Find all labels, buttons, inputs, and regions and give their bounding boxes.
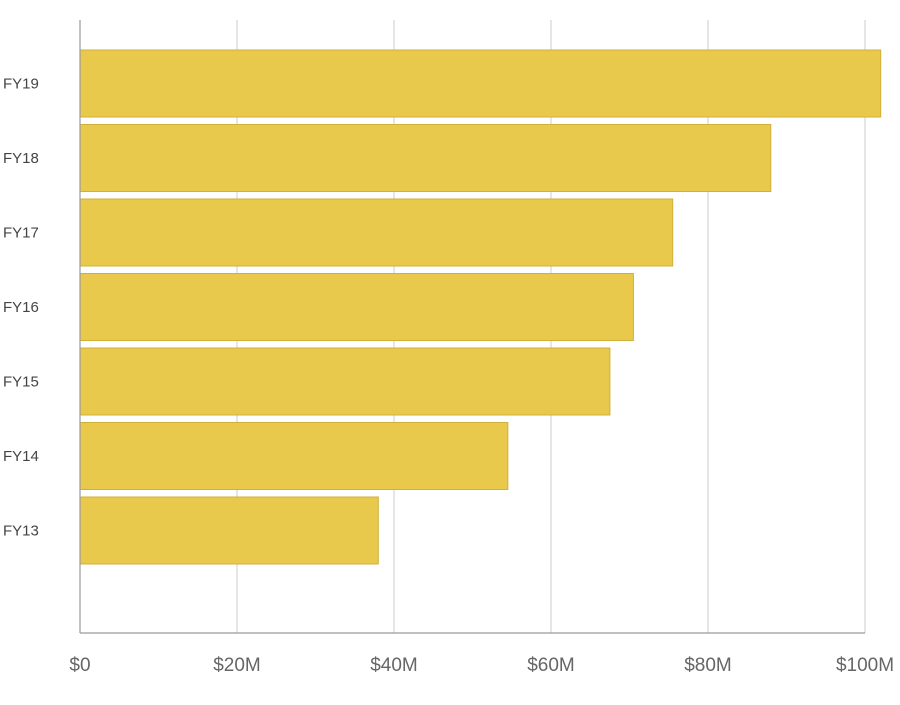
category-label-fy14: FY14 bbox=[3, 448, 39, 465]
bar-fy19 bbox=[79, 49, 882, 118]
labels: FY19 FY18 FY17 FY16 FY15 FY14 FY13 $0 $20M $40M $6… bbox=[3, 76, 894, 677]
category-label-fy15: FY15 bbox=[3, 374, 39, 391]
category-label-fy18: FY18 bbox=[3, 150, 39, 167]
x-tick-label-40: $40M bbox=[370, 655, 418, 676]
bar-fy16 bbox=[79, 273, 634, 341]
bar-fy15 bbox=[79, 347, 611, 416]
axes bbox=[79, 20, 865, 634]
bar-fy17 bbox=[79, 198, 674, 267]
category-label-fy17: FY17 bbox=[3, 225, 39, 242]
category-label-fy16: FY16 bbox=[3, 299, 39, 316]
x-tick-label-100: $100M bbox=[836, 655, 894, 676]
bars bbox=[79, 49, 882, 565]
bar-fy13 bbox=[79, 496, 379, 565]
x-tick-label-80: $80M bbox=[684, 655, 732, 676]
category-label-fy13: FY13 bbox=[3, 523, 39, 540]
x-tick-label-0: $0 bbox=[69, 655, 90, 676]
x-tick-label-60: $60M bbox=[527, 655, 575, 676]
category-label-fy19: FY19 bbox=[3, 76, 39, 93]
bar-fy18 bbox=[79, 124, 772, 192]
x-tick-label-20: $20M bbox=[213, 655, 261, 676]
bar-fy14 bbox=[79, 422, 509, 490]
